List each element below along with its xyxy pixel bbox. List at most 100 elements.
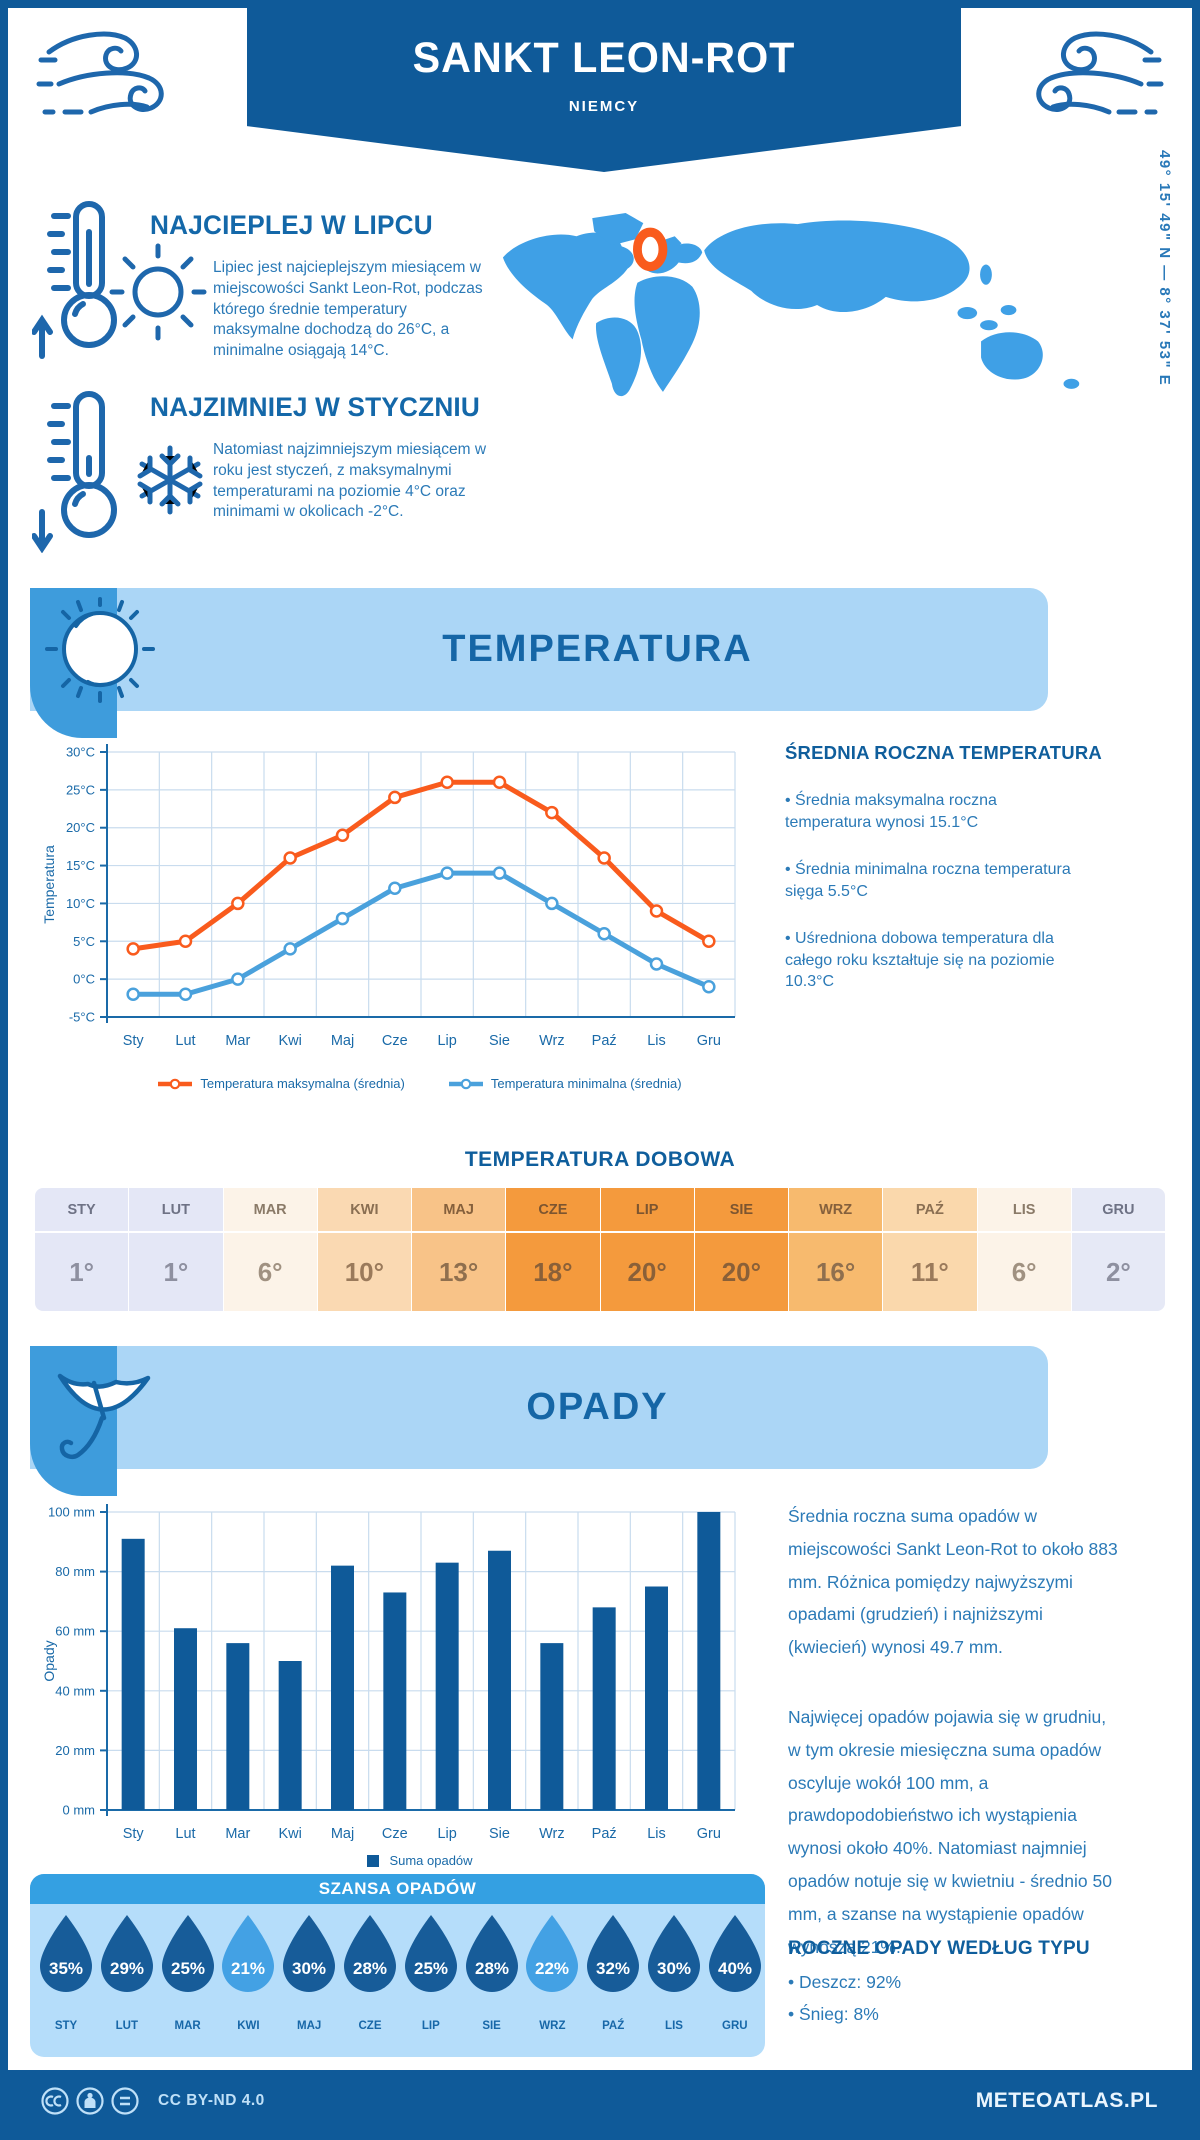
y-axis-tick-label: 10°C bbox=[66, 896, 95, 911]
bar bbox=[592, 1607, 616, 1810]
table-value: 2° bbox=[1071, 1233, 1165, 1311]
table-column: LIS 6° bbox=[977, 1188, 1071, 1311]
bar bbox=[226, 1643, 250, 1810]
drop-month-label: KWI bbox=[237, 2020, 260, 2032]
data-point-marker bbox=[283, 942, 297, 956]
table-month-header: LIS bbox=[977, 1188, 1071, 1233]
bar bbox=[278, 1661, 302, 1810]
table-month-header: LIP bbox=[600, 1188, 694, 1233]
umbrella-icon bbox=[57, 1373, 151, 1459]
y-axis-tick-label: 0°C bbox=[73, 972, 95, 987]
bar bbox=[697, 1512, 721, 1810]
y-axis-tick-label: 40 mm bbox=[55, 1683, 95, 1698]
temperature-chart-legend: Temperatura maksymalna (średnia) Temperat… bbox=[100, 1076, 740, 1091]
bar bbox=[121, 1538, 145, 1810]
data-point-marker bbox=[126, 987, 140, 1002]
drop-percent: 25% bbox=[171, 1959, 205, 1978]
precip-drop: 29% bbox=[100, 1915, 153, 1992]
drop-month-label: LIP bbox=[421, 2020, 440, 2032]
drop-month-label: CZE bbox=[358, 2020, 382, 2032]
y-axis-tick-label: -5°C bbox=[69, 1010, 95, 1025]
table-column: LUT 1° bbox=[129, 1188, 223, 1311]
table-month-header: MAR bbox=[223, 1188, 317, 1233]
world-map bbox=[502, 213, 1080, 397]
data-point-marker bbox=[597, 926, 611, 941]
y-axis-tick-label: 20 mm bbox=[55, 1743, 95, 1758]
bar bbox=[540, 1643, 564, 1810]
precip-drop: 22% bbox=[526, 1915, 579, 1992]
cold-section-title: NAJZIMNIEJ W STYCZNIU bbox=[150, 392, 481, 422]
bar bbox=[331, 1565, 354, 1810]
data-point-marker bbox=[335, 828, 350, 843]
x-axis-label: Lip bbox=[437, 1826, 456, 1842]
table-month-header: WRZ bbox=[789, 1188, 883, 1233]
table-column: PAŹ 11° bbox=[883, 1188, 977, 1311]
chance-panel-title: SZANSA OPADÓW bbox=[30, 1874, 765, 1904]
precipitation-bar-chart: 100 mm 80 mm 60 mm 40 mm 20 mm 0 mm Sty Lut Mar K… bbox=[41, 1504, 736, 1842]
table-value: 6° bbox=[223, 1233, 317, 1311]
x-axis-label: Paź bbox=[592, 1826, 617, 1842]
table-month-header: KWI bbox=[317, 1188, 411, 1233]
data-point-marker bbox=[492, 775, 507, 790]
thermometer-cold-icon bbox=[32, 391, 203, 553]
data-point-marker bbox=[702, 934, 716, 949]
x-axis-label: Paź bbox=[592, 1033, 617, 1049]
drop-percent: 22% bbox=[535, 1959, 569, 1978]
table-column: SIE 20° bbox=[694, 1188, 788, 1311]
precip-drop: 35% bbox=[40, 1915, 92, 1992]
data-point-marker bbox=[283, 851, 297, 865]
table-month-header: PAŹ bbox=[883, 1188, 977, 1233]
x-axis-label: Lip bbox=[437, 1033, 456, 1049]
x-axis-label: Sty bbox=[123, 1826, 145, 1842]
x-axis-label: Sty bbox=[123, 1033, 145, 1049]
drop-month-label: MAJ bbox=[297, 2020, 322, 2032]
table-month-header: SIE bbox=[694, 1188, 788, 1233]
warm-section-title: NAJCIEPLEJ W LIPCU bbox=[150, 210, 433, 240]
drop-month-label: PAŹ bbox=[602, 2020, 625, 2032]
cold-section-text: Natomiast najzimniejszym miesiącem w rok… bbox=[213, 441, 487, 521]
data-point-marker bbox=[545, 896, 559, 911]
precip-drop: 21% bbox=[222, 1915, 275, 1992]
precip-drop: 40% bbox=[708, 1915, 761, 1992]
drop-percent: 28% bbox=[475, 1959, 509, 1978]
x-axis-label: Wrz bbox=[539, 1826, 565, 1842]
legend-swatch bbox=[367, 1854, 380, 1867]
table-value: 1° bbox=[129, 1233, 223, 1311]
table-value: 11° bbox=[883, 1233, 977, 1311]
table-value: 20° bbox=[600, 1233, 694, 1311]
y-axis-tick-label: 30°C bbox=[66, 745, 95, 760]
precipitation-paragraph: Średnia roczna suma opadów w miejscowośc… bbox=[788, 1506, 1118, 1658]
precip-type-bullet: • Deszcz: 92% bbox=[788, 1972, 902, 1992]
legend-item: Temperatura maksymalna (średnia) bbox=[158, 1076, 405, 1091]
data-point-marker bbox=[440, 775, 454, 790]
drop-month-label: MAR bbox=[174, 2020, 201, 2032]
data-point-marker bbox=[649, 957, 664, 971]
bar bbox=[435, 1562, 459, 1810]
x-axis-label: Maj bbox=[331, 1033, 354, 1049]
table-value: 18° bbox=[506, 1233, 600, 1311]
drop-percent: 30% bbox=[657, 1959, 691, 1978]
temperature-banner: TEMPERATURA bbox=[30, 588, 1048, 711]
precipitation-banner: OPADY bbox=[30, 1346, 1048, 1469]
table-month-header: CZE bbox=[506, 1188, 600, 1233]
wind-icon bbox=[36, 31, 164, 115]
data-point-marker bbox=[178, 987, 193, 1002]
table-column: LIP 20° bbox=[600, 1188, 694, 1311]
bar bbox=[488, 1550, 511, 1810]
precipitation-text: Średnia roczna suma opadów w miejscowośc… bbox=[788, 1500, 1118, 2000]
header-banner: SANKT LEON-ROT NIEMCY bbox=[247, 8, 961, 172]
precip-drop: 30% bbox=[648, 1915, 700, 1992]
x-axis-label: Cze bbox=[382, 1826, 408, 1842]
drop-percent: 32% bbox=[596, 1959, 630, 1978]
table-column: MAJ 13° bbox=[412, 1188, 506, 1311]
drop-month-label: WRZ bbox=[539, 2020, 566, 2032]
wind-icon bbox=[1036, 31, 1164, 115]
table-value: 20° bbox=[694, 1233, 788, 1311]
precip-drop: 32% bbox=[587, 1915, 640, 1992]
temperature-title: TEMPERATURA bbox=[442, 628, 753, 670]
thermometer-warm-icon bbox=[32, 201, 207, 359]
precipitation-title: OPADY bbox=[526, 1386, 669, 1428]
annual-temp-bullets: • Średnia maksymalna roczna temperatura … bbox=[785, 790, 1085, 1019]
x-axis-label: Wrz bbox=[539, 1033, 565, 1049]
